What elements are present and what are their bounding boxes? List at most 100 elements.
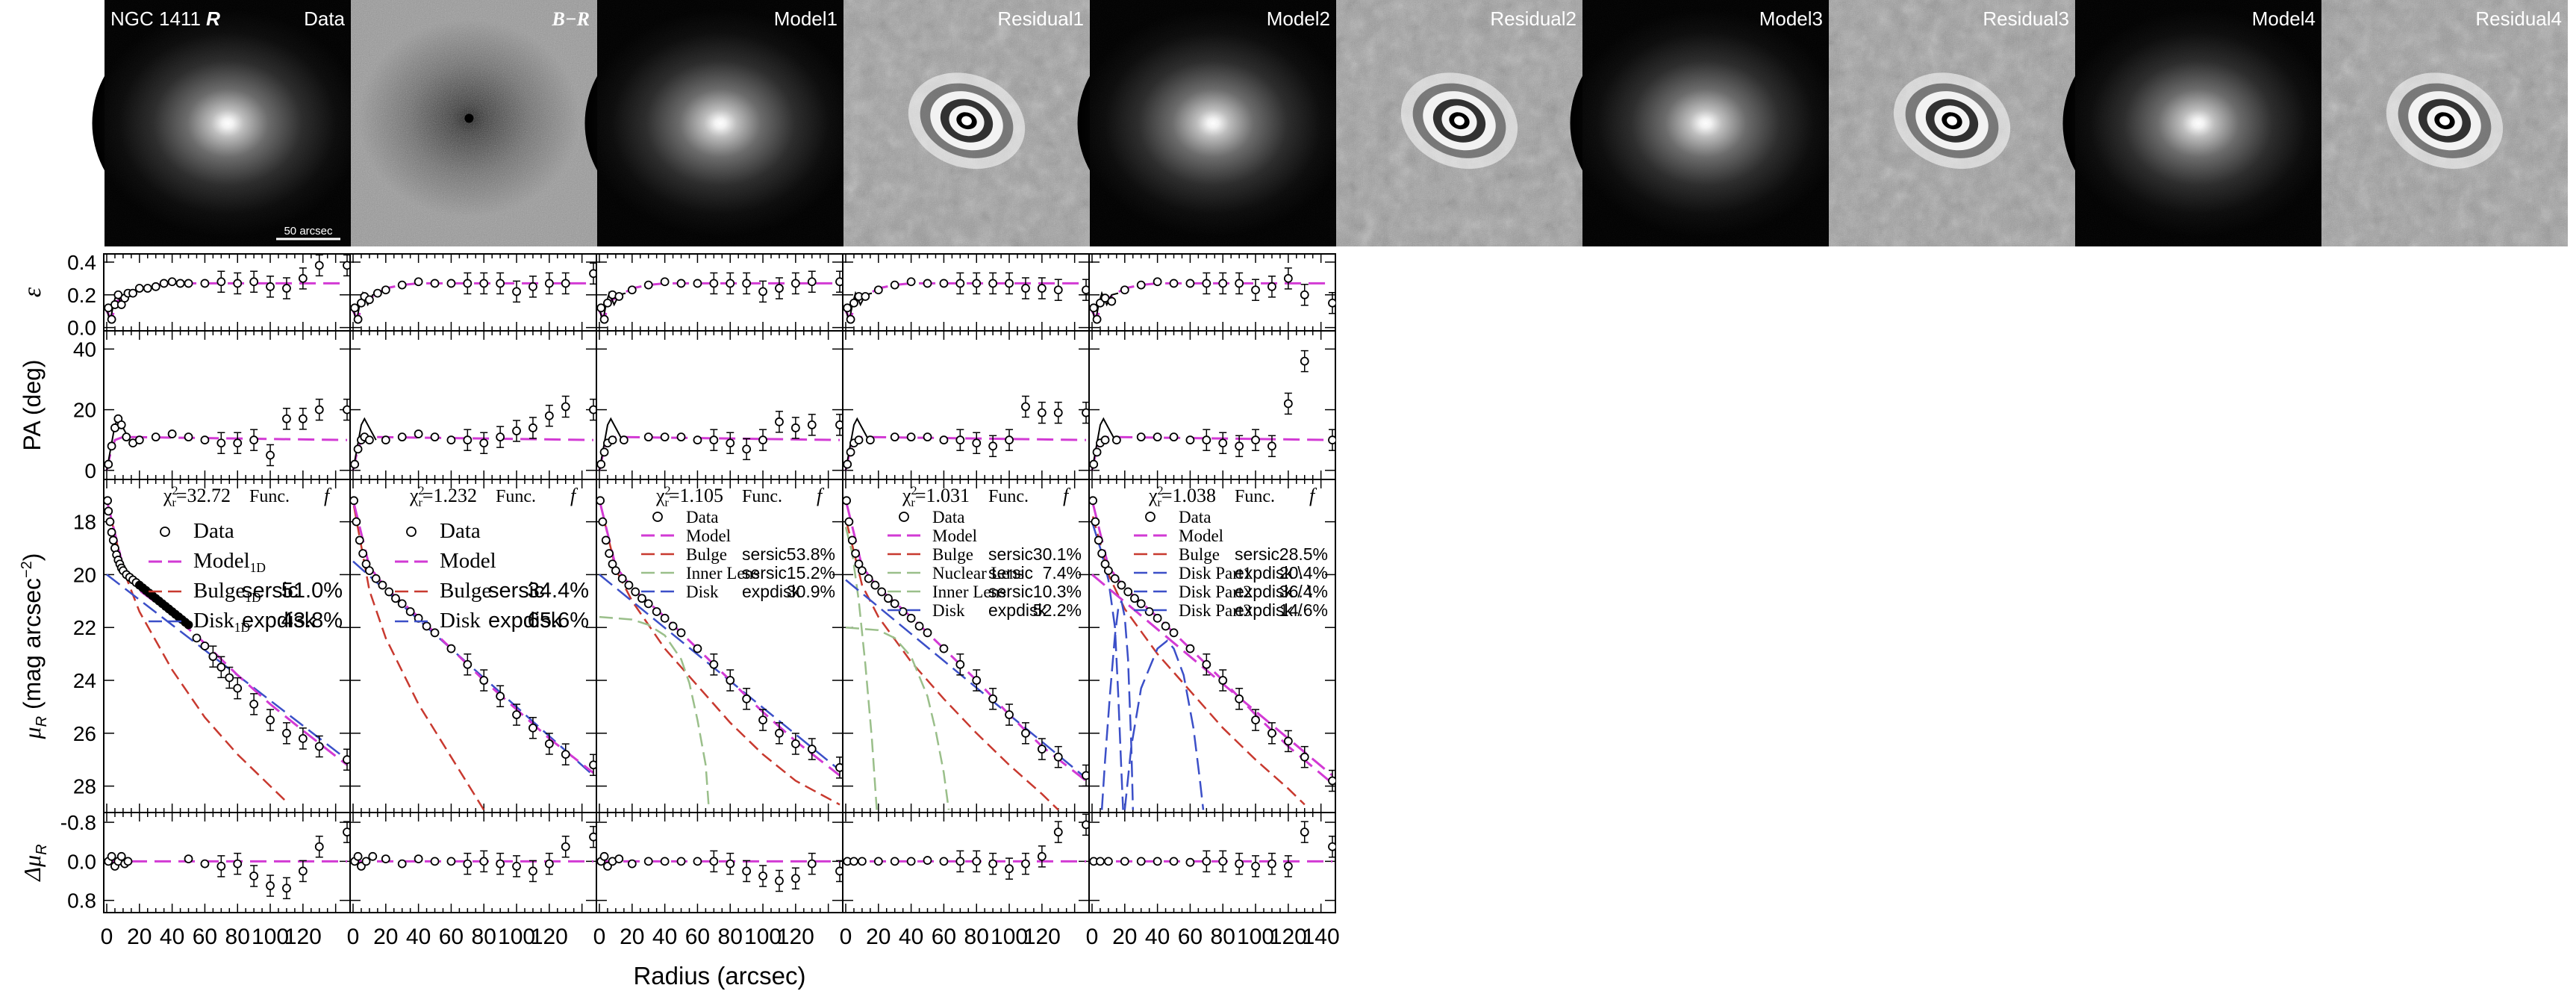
legend-func: sersic [242, 579, 299, 603]
pa-point [479, 438, 489, 448]
mu-point [668, 621, 678, 631]
profile-panel-2: χ2 r=1.232 Func. f Data Model Bulgesersic34.4%… [347, 253, 597, 949]
legend-label: Data [193, 519, 234, 543]
mu-point [314, 742, 324, 751]
plot-area [1089, 267, 1335, 877]
eps-point [709, 279, 719, 288]
func-header: Func. [988, 487, 1029, 506]
x-tick-label: 60 [932, 925, 956, 949]
mu-point [355, 535, 364, 545]
dmu-point [512, 862, 521, 871]
mu-point [775, 728, 784, 738]
eps-point [614, 292, 624, 301]
x-tick-label: 100 [498, 925, 535, 949]
eps-point [1082, 285, 1089, 295]
mu-point [605, 549, 614, 559]
y-tick-label: 24 [73, 669, 96, 692]
x-tick-label: 60 [439, 925, 464, 949]
mu-model-line [352, 503, 594, 774]
mu-point [1005, 710, 1014, 719]
image-panel-3: Model1 [584, 0, 856, 246]
mu-point [858, 566, 867, 576]
mu-point [192, 633, 202, 643]
pa-inner-curve [352, 417, 377, 470]
legend-f: 36.4% [1279, 582, 1328, 601]
eps-point [660, 277, 670, 287]
legend-f: 34.4% [528, 579, 589, 603]
eps-point [1267, 282, 1276, 291]
eps-point [676, 279, 686, 288]
dmu-point [123, 857, 133, 866]
mu-point [422, 621, 431, 631]
plot-area [350, 262, 596, 883]
dmu-point [361, 857, 371, 866]
pa-point [660, 432, 670, 442]
eps-point [1251, 285, 1260, 295]
eps-point [693, 279, 702, 288]
legend-func: sersic [988, 582, 1033, 601]
legend: χ2 r=1.232 Func. f Data Model Bulgesersic34.4%… [395, 485, 589, 633]
eps-point [589, 269, 596, 279]
mu-point [676, 628, 686, 638]
eps-point [397, 280, 407, 290]
mu-point [726, 676, 735, 685]
legend-label: Disk [932, 601, 965, 620]
pa-point [353, 444, 363, 454]
mu-point [1091, 517, 1100, 526]
mu-point [1169, 628, 1179, 638]
mu-point [378, 580, 387, 590]
pa-point [1005, 435, 1014, 445]
mu-point [988, 694, 998, 703]
y-tick-label: 0.2 [67, 284, 96, 307]
func-header: Func. [249, 487, 290, 506]
mu-point [1110, 574, 1120, 583]
dmu-point [758, 872, 767, 880]
eps-point [1120, 285, 1129, 295]
pa-point [807, 420, 817, 429]
y-tick-label: 0.0 [67, 317, 96, 340]
mu-point [1267, 728, 1276, 738]
residual-ring [1947, 116, 1957, 125]
image-panel-9: Model4 [2062, 0, 2334, 246]
mu-point [446, 644, 456, 653]
x-tick-label: 20 [866, 925, 891, 949]
mu-component-model [1091, 574, 1333, 777]
mu-point [835, 762, 843, 772]
pa-point [343, 405, 350, 414]
mu-point [843, 496, 851, 506]
dmu-point [430, 857, 440, 866]
pa-point [512, 426, 521, 435]
mu-point [611, 566, 620, 576]
eps-point [249, 277, 259, 287]
eps-point [512, 287, 521, 296]
eps-point [790, 279, 800, 288]
mu-point [864, 574, 873, 583]
pa-point [790, 423, 800, 432]
mu-point [463, 659, 473, 669]
dmu-point [742, 866, 752, 876]
eps-point [134, 284, 144, 293]
dmu-frame [103, 812, 351, 913]
image-panel-1: Data [92, 0, 364, 246]
panel-label: Model1 [774, 7, 838, 30]
pa-point [1300, 356, 1309, 366]
mu-point [709, 659, 719, 669]
eps-point [873, 285, 883, 295]
dmu-point [1202, 857, 1211, 866]
dmu-point [397, 859, 407, 869]
pa-point [249, 435, 259, 445]
eps-point [955, 279, 965, 288]
dmu-point [1283, 862, 1293, 871]
pa-point [1082, 408, 1089, 417]
dmu-point [858, 857, 867, 866]
pa-frame [596, 330, 843, 480]
mu-point [624, 580, 634, 590]
legend-label: Bulge [932, 545, 973, 564]
dmu-point [353, 851, 363, 861]
sky-noise [2075, 0, 2321, 246]
galaxy-name: NGC 1411 [110, 7, 206, 30]
mu-point [1082, 771, 1089, 780]
pa-point [122, 432, 131, 442]
